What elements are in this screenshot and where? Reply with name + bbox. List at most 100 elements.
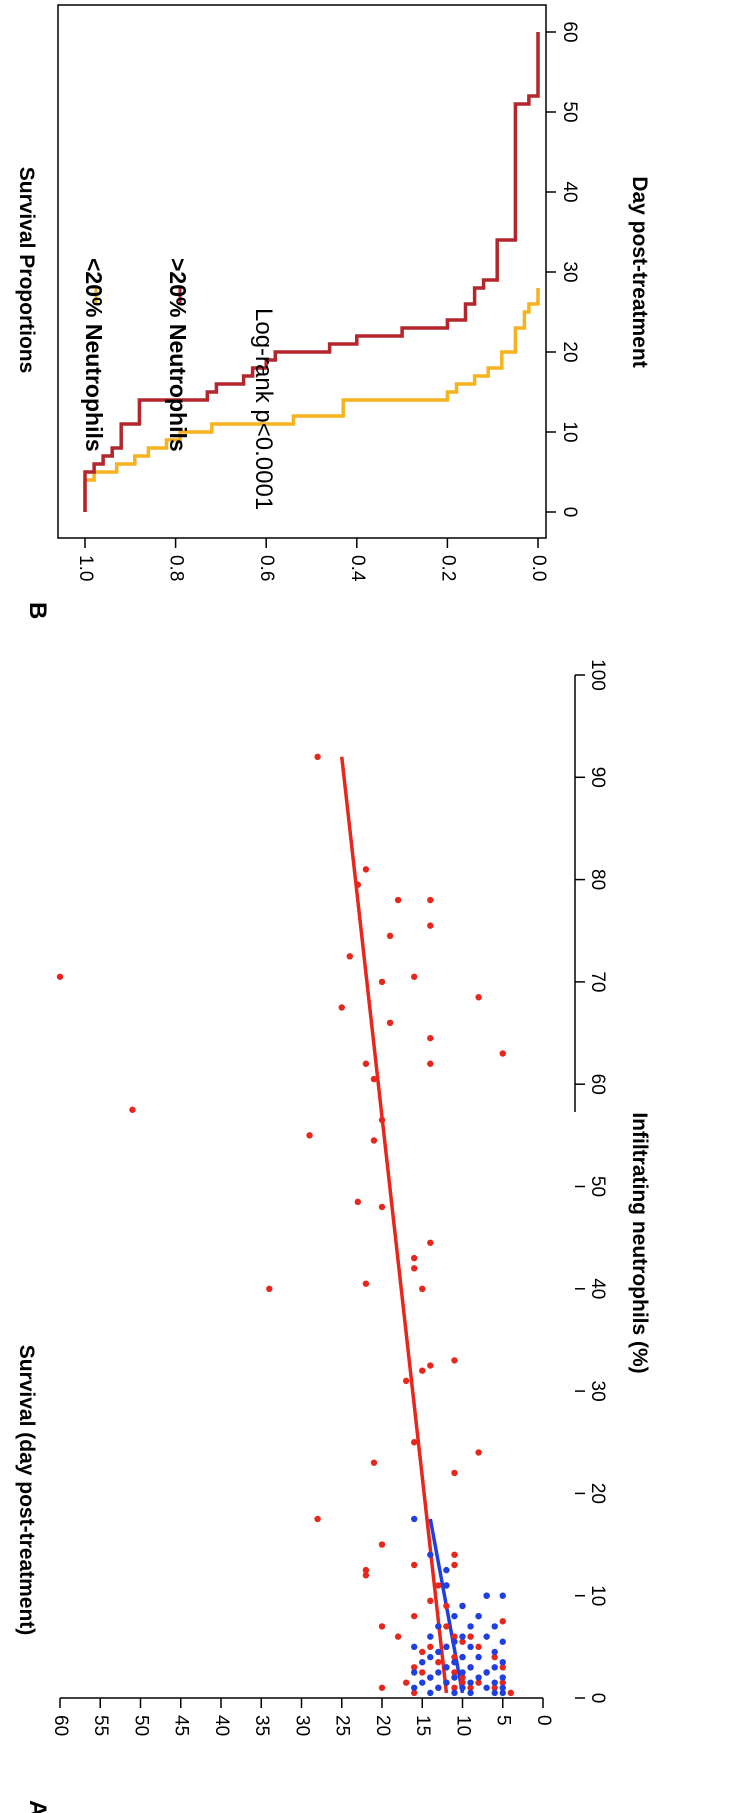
panel-a-y-tick-label: 35 <box>251 1715 272 1736</box>
scatter-point-series-0 <box>427 1362 434 1369</box>
scatter-point-series-0 <box>129 1106 136 1113</box>
scatter-point-series-1 <box>491 1679 498 1686</box>
scatter-point-series-0 <box>370 1075 378 1083</box>
scatter-point-series-1 <box>411 1515 418 1523</box>
scatter-point-series-0 <box>451 1561 458 1569</box>
scatter-point-series-1 <box>475 1674 482 1681</box>
panel-b-y-tick-label: 0.6 <box>256 555 277 581</box>
panel-a-y-tick-label: 55 <box>90 1715 111 1736</box>
scatter-point-series-0 <box>378 1203 386 1211</box>
scatter-point-series-1 <box>491 1648 498 1656</box>
scatter-point-series-1 <box>483 1669 490 1676</box>
panel-a-x-tick-label: 10 <box>587 1585 608 1606</box>
panel-b-y-tick-label: 0.2 <box>437 555 458 581</box>
scatter-point-series-0 <box>402 1377 410 1385</box>
scatter-point-series-0 <box>491 1653 498 1661</box>
scatter-point-series-0 <box>354 1198 362 1206</box>
scatter-point-series-0 <box>378 1541 386 1548</box>
scatter-point-series-0 <box>475 994 482 1001</box>
panel-b: B Survival Proportions Day post-treatmen… <box>15 4 651 619</box>
panel-b-y-axis-title: Survival Proportions <box>15 167 38 374</box>
scatter-point-series-0 <box>411 973 418 980</box>
scatter-point-series-1 <box>451 1689 458 1697</box>
panel-a: A Survival (day post-treatment) Infiltra… <box>15 659 651 1813</box>
scatter-point-series-1 <box>427 1653 434 1661</box>
scatter-point-series-0 <box>467 1633 474 1640</box>
scatter-point-series-1 <box>499 1658 506 1666</box>
scatter-point-series-0 <box>306 1132 313 1139</box>
scatter-point-series-0 <box>419 1285 426 1293</box>
panel-b-plot-frame <box>57 4 547 539</box>
legend-label-series-1: >20% Neutrophils <box>165 258 191 452</box>
panel-a-x-axis-title: Infiltrating neutrophils (%) <box>628 1112 651 1373</box>
scatter-point-series-1 <box>459 1653 466 1661</box>
scatter-point-series-0 <box>56 973 64 980</box>
scatter-point-series-1 <box>427 1674 434 1681</box>
scatter-point-series-0 <box>378 1684 386 1691</box>
scatter-point-series-1 <box>491 1664 498 1671</box>
scatter-point-series-0 <box>499 1679 506 1686</box>
scatter-point-series-1 <box>419 1658 426 1666</box>
scatter-point-series-0 <box>411 1439 418 1446</box>
scatter-point-series-1 <box>411 1669 418 1676</box>
panel-b-legend: <20% Neutrophils >20% Neutrophils <box>81 258 191 452</box>
scatter-point-series-1 <box>499 1684 506 1691</box>
scatter-point-series-0 <box>378 978 386 986</box>
panel-a-y-axis-title: Survival (day post-treatment) <box>15 1345 38 1636</box>
scatter-point-series-1 <box>483 1592 490 1599</box>
panel-b-x-tick-label: 40 <box>559 181 580 202</box>
scatter-point-series-0 <box>475 1679 482 1686</box>
scatter-point-series-0 <box>451 1551 458 1558</box>
log-rank-annotation: Log-rank p<0.0001 <box>250 308 277 510</box>
scatter-point-series-1 <box>419 1679 426 1686</box>
panel-a-y-tick-label: 10 <box>452 1715 473 1736</box>
scatter-point-series-0 <box>451 1633 458 1640</box>
scatter-point-series-1 <box>451 1638 458 1645</box>
panel-a-x-tick-label: 30 <box>587 1381 608 1402</box>
scatter-point-series-0 <box>499 1618 506 1625</box>
scatter-point-series-0 <box>394 896 402 904</box>
scatter-point-series-0 <box>411 1664 418 1671</box>
scatter-point-series-0 <box>354 881 362 888</box>
scatter-point-series-0 <box>419 1367 426 1374</box>
panel-a-x-tick-label: 80 <box>587 869 608 890</box>
panel-a-y-tick-label: 5 <box>493 1715 514 1726</box>
scatter-point-series-1 <box>443 1643 450 1651</box>
scatter-point-series-0 <box>451 1653 458 1661</box>
scatter-point-series-1 <box>491 1623 498 1630</box>
scatter-point-series-0 <box>467 1684 474 1691</box>
scatter-point-series-0 <box>451 1469 458 1477</box>
scatter-point-series-0 <box>338 1004 345 1011</box>
scatter-point-series-0 <box>419 1669 426 1676</box>
scatter-point-series-0 <box>266 1285 273 1293</box>
scatter-point-series-0 <box>459 1674 466 1681</box>
scatter-point-series-1 <box>435 1623 442 1630</box>
scatter-point-series-0 <box>427 1597 434 1605</box>
scatter-point-series-0 <box>451 1669 458 1676</box>
scatter-point-series-0 <box>475 1449 482 1456</box>
scatter-point-series-1 <box>467 1664 474 1671</box>
scatter-point-series-0 <box>362 1566 370 1574</box>
survival-curve-series-1 <box>83 32 540 512</box>
panel-b-survival-curves <box>83 32 540 512</box>
panel-a-y-tick-label: 60 <box>50 1715 71 1736</box>
panel-a-y-tick-label: 20 <box>372 1715 393 1736</box>
panel-a-x-tick-label: 20 <box>587 1483 608 1504</box>
scatter-point-series-0 <box>427 896 434 904</box>
scatter-point-series-0 <box>419 1648 426 1656</box>
scatter-point-series-0 <box>362 1572 370 1579</box>
scatter-point-series-0 <box>346 953 353 960</box>
panel-a-y-tick-label: 45 <box>171 1715 192 1736</box>
scatter-point-series-0 <box>427 922 434 929</box>
panel-b-x-tick-label: 0 <box>559 507 580 518</box>
scatter-point-series-1 <box>467 1643 474 1651</box>
scatter-point-series-0 <box>443 1602 450 1610</box>
scatter-point-series-0 <box>451 1357 458 1364</box>
scatter-point-series-1 <box>427 1551 434 1558</box>
scatter-point-series-1 <box>459 1633 466 1640</box>
scatter-point-series-1 <box>459 1602 466 1610</box>
panel-a-y-tick-label: 0 <box>533 1715 554 1726</box>
panel-b-x-tick-label: 20 <box>559 341 580 362</box>
scatter-point-series-0 <box>411 1561 418 1569</box>
panel-b-x-tick-label: 30 <box>559 261 580 282</box>
